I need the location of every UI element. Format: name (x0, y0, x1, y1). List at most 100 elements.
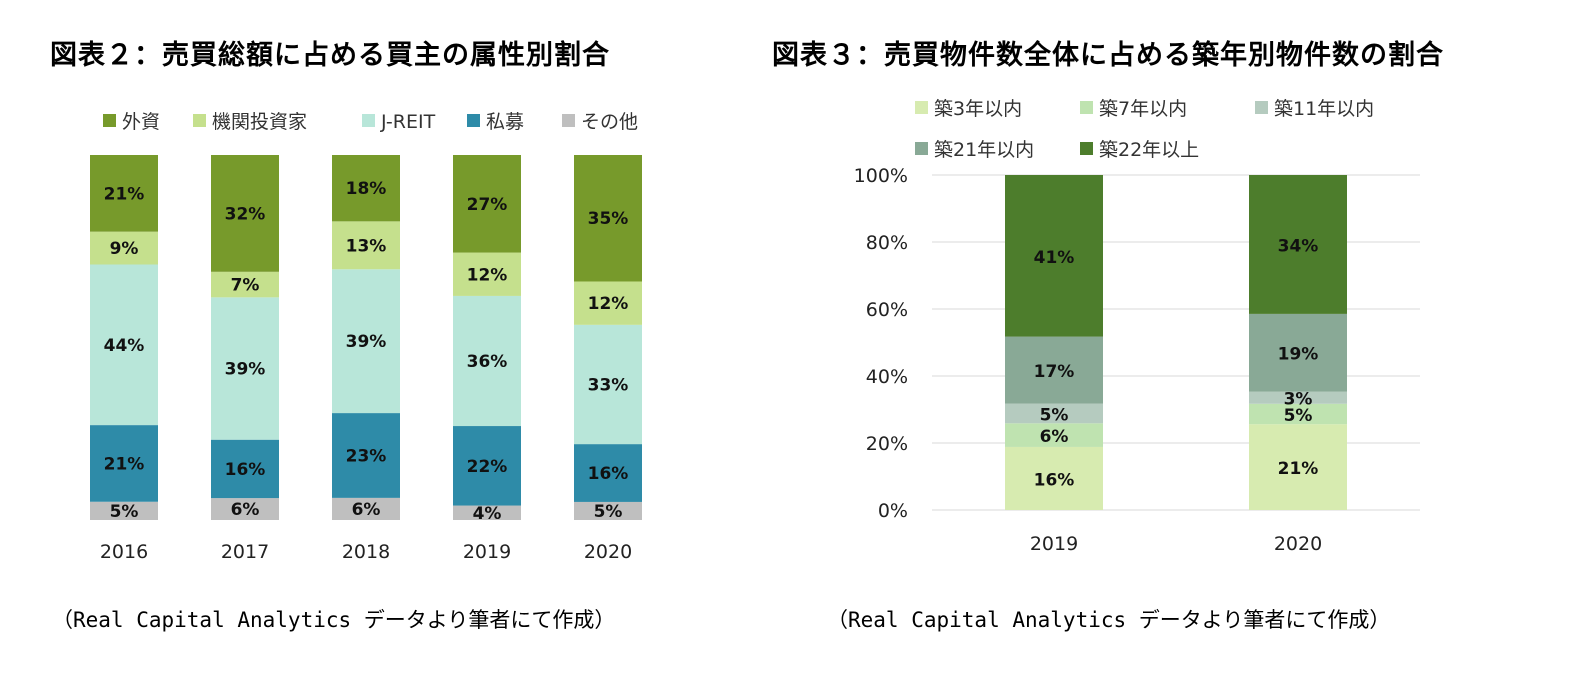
data-label-2019-1: 22% (467, 457, 508, 477)
bar-2016-3 (90, 231, 158, 265)
bar-2017-1 (211, 439, 279, 499)
bar-2016-0 (90, 501, 158, 520)
chart-panel-building-age: 図表３：売買物件数全体に占める築年別物件数の割合 築3年以内 築7年以内 築11年以… (760, 0, 1596, 682)
data-label-2017-2: 39% (225, 360, 266, 380)
data-label-2020-3: 12% (588, 294, 629, 314)
source-note-left: （Real Capital Analytics データより筆者にて作成） (52, 608, 616, 632)
bar-2016-4 (90, 155, 158, 232)
bar-2016-2 (90, 264, 158, 426)
y-tick-5: 100% (854, 165, 908, 187)
data-label-2020-2: 3% (1284, 390, 1313, 410)
bar-2020-1 (574, 444, 642, 502)
bar-2019-4 (453, 155, 521, 253)
x-tick-2020: 2020 (1274, 533, 1322, 555)
bar-2020-3 (1249, 313, 1347, 392)
data-label-2017-0: 6% (231, 500, 260, 520)
legend-swatch-3 (467, 114, 480, 127)
legend-swatch-2 (1255, 101, 1268, 114)
x-tick-2018: 2018 (342, 541, 390, 563)
x-tick-2017: 2017 (221, 541, 269, 563)
legend-label-3: 築21年以内 (934, 139, 1034, 161)
legend-label-2: 築11年以内 (1274, 98, 1374, 120)
chart-title-buyer-type: 図表２：売買総額に占める買主の属性別割合 (50, 40, 610, 71)
bar-2017-2 (211, 297, 279, 440)
data-label-2020-3: 19% (1278, 345, 1319, 365)
data-label-2020-4: 34% (1278, 236, 1319, 256)
bar-2017-3 (211, 271, 279, 298)
y-tick-1: 20% (866, 433, 908, 455)
x-tick-2016: 2016 (100, 541, 148, 563)
bar-2019-3 (453, 252, 521, 296)
legend-swatch-4 (1080, 142, 1093, 155)
data-label-2017-4: 32% (225, 204, 266, 224)
data-label-2019-2: 5% (1040, 405, 1069, 425)
bar-2019-2 (1005, 403, 1103, 424)
legend-label-2: J-REIT (380, 111, 436, 133)
data-label-2019-4: 41% (1034, 248, 1075, 268)
legend-label-1: 機関投資家 (212, 111, 307, 133)
bar-2020-2 (574, 324, 642, 445)
bar-2019-1 (453, 426, 521, 506)
chart-title-building-age: 図表３：売買物件数全体に占める築年別物件数の割合 (772, 40, 1444, 71)
data-label-2020-1: 5% (1284, 406, 1313, 426)
data-label-2016-0: 5% (110, 502, 139, 522)
y-tick-0: 0% (878, 500, 908, 522)
data-label-2018-3: 13% (346, 236, 387, 256)
data-label-2018-4: 18% (346, 179, 387, 199)
data-label-2019-0: 16% (1034, 470, 1075, 490)
bar-2020-3 (574, 281, 642, 325)
legend-swatch-0 (915, 101, 928, 114)
data-label-2016-1: 21% (104, 454, 145, 474)
y-tick-2: 40% (866, 366, 908, 388)
legend-swatch-1 (193, 114, 206, 127)
data-label-2016-2: 44% (104, 336, 145, 356)
bar-2018-0 (332, 497, 400, 520)
legend-swatch-2 (362, 114, 375, 127)
bar-2019-0 (1005, 446, 1103, 510)
legend-label-0: 外資 (122, 111, 160, 133)
bar-2018-2 (332, 269, 400, 414)
legend-label-4: その他 (581, 111, 638, 133)
data-label-2019-1: 6% (1040, 427, 1069, 447)
chart-panel-buyer-type: 図表２：売買総額に占める買主の属性別割合 外資 機関投資家 J-REIT 私募 その他 5… (0, 0, 760, 682)
source-note-right: （Real Capital Analytics データより筆者にて作成） (827, 608, 1391, 632)
data-label-2020-1: 16% (588, 464, 629, 484)
legend-swatch-0 (103, 114, 116, 127)
y-tick-3: 60% (866, 299, 908, 321)
data-label-2018-2: 39% (346, 332, 387, 352)
data-label-2016-4: 21% (104, 184, 145, 204)
bar-2020-0 (574, 501, 642, 520)
legend-swatch-3 (915, 142, 928, 155)
legend-swatch-4 (562, 114, 575, 127)
data-label-2020-0: 21% (1278, 459, 1319, 479)
data-label-2020-0: 5% (594, 502, 623, 522)
x-tick-2019: 2019 (1030, 533, 1078, 555)
legend-label-3: 私募 (486, 111, 524, 133)
chart-buyer-type: 外資 機関投資家 J-REIT 私募 その他 5% 21% 44% 9% 21% 2016 6% 16%… (90, 111, 642, 563)
bar-2020-4 (1249, 175, 1347, 314)
data-label-2017-1: 16% (225, 460, 266, 480)
data-label-2018-1: 23% (346, 446, 387, 466)
legend-label-4: 築22年以上 (1099, 139, 1199, 161)
bar-2018-4 (332, 155, 400, 222)
data-label-2019-0: 4% (473, 504, 502, 524)
bar-2020-0 (1249, 424, 1347, 510)
data-label-2017-3: 7% (231, 276, 260, 296)
data-label-2018-0: 6% (352, 500, 381, 520)
legend-swatch-1 (1080, 101, 1093, 114)
data-label-2019-3: 17% (1034, 362, 1075, 382)
bar-2020-4 (574, 155, 642, 282)
bar-2020-2 (1249, 391, 1347, 404)
data-label-2016-3: 9% (110, 239, 139, 259)
y-tick-4: 80% (866, 232, 908, 254)
x-tick-2020: 2020 (584, 541, 632, 563)
bar-2017-0 (211, 498, 279, 520)
data-label-2020-2: 33% (588, 375, 629, 395)
data-label-2019-2: 36% (467, 352, 508, 372)
bar-2017-4 (211, 155, 279, 272)
data-label-2020-4: 35% (588, 209, 629, 229)
bar-2019-3 (1005, 336, 1103, 404)
data-label-2019-3: 12% (467, 265, 508, 285)
bar-2019-4 (1005, 175, 1103, 337)
